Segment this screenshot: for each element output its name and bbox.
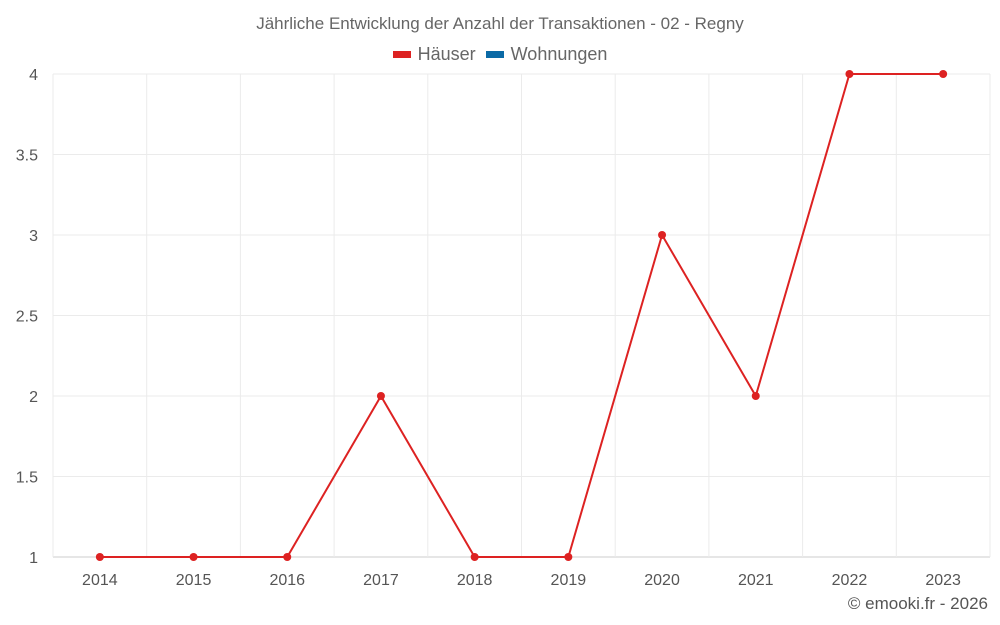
- data-point: [376, 392, 385, 400]
- y-tick-label: 3.5: [16, 148, 38, 165]
- series-line: [99, 73, 944, 558]
- x-tick-label: 2022: [832, 572, 868, 589]
- x-tick-label: 2019: [551, 572, 587, 589]
- data-point: [470, 553, 479, 561]
- legend-swatch-haeuser: [392, 51, 411, 58]
- x-tick-label: 2021: [738, 572, 774, 589]
- x-tick-label: 2018: [457, 572, 493, 589]
- x-tick-label: 2020: [644, 572, 680, 589]
- x-tick-label: 2017: [363, 572, 399, 589]
- y-tick-label: 2.5: [16, 309, 38, 326]
- x-tick-label: 2016: [269, 572, 305, 589]
- data-point: [751, 392, 760, 400]
- legend-swatch-wohnungen: [485, 51, 504, 58]
- data-point: [283, 553, 292, 561]
- data-point: [939, 70, 948, 78]
- data-point: [95, 553, 104, 561]
- legend-label: Wohnungen: [510, 44, 608, 64]
- y-tick-label: 1.5: [16, 470, 38, 487]
- y-tick-label: 3: [29, 228, 38, 245]
- chart-title: Jährliche Entwicklung der Anzahl der Tra…: [256, 14, 744, 33]
- x-tick-label: 2015: [176, 572, 212, 589]
- legend-item-haeuser[interactable]: Häuser: [392, 44, 476, 65]
- data-point: [845, 70, 854, 78]
- data-point: [564, 553, 573, 561]
- y-tick-label: 2: [29, 389, 38, 406]
- y-tick-label: 4: [29, 67, 38, 84]
- y-tick-label: 1: [29, 550, 38, 567]
- x-tick-label: 2014: [82, 572, 118, 589]
- data-point: [189, 553, 198, 561]
- legend-item-wohnungen[interactable]: Wohnungen: [485, 44, 608, 65]
- credit: © emooki.fr - 2026: [847, 594, 988, 613]
- legend: Häuser Wohnungen: [0, 44, 1000, 65]
- legend-label: Häuser: [417, 44, 476, 64]
- data-point: [658, 231, 667, 239]
- x-tick-label: 2023: [925, 572, 961, 589]
